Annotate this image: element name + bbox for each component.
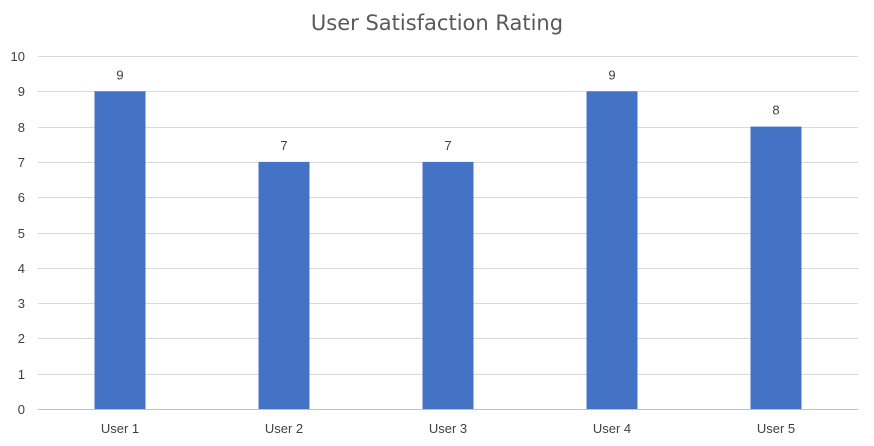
y-tick-label: 7 bbox=[18, 155, 25, 170]
chart-title: User Satisfaction Rating bbox=[311, 11, 563, 35]
y-tick-label: 4 bbox=[18, 261, 25, 276]
data-label-5: 8 bbox=[772, 103, 779, 118]
data-label-3: 7 bbox=[444, 138, 451, 153]
y-tick-label: 0 bbox=[18, 402, 25, 417]
y-tick-label: 6 bbox=[18, 190, 25, 205]
x-tick-label: User 4 bbox=[593, 421, 631, 436]
y-tick-label: 5 bbox=[18, 226, 25, 241]
x-tick-label: User 2 bbox=[265, 421, 303, 436]
y-tick-label: 9 bbox=[18, 84, 25, 99]
x-tick-label: User 1 bbox=[101, 421, 139, 436]
bar-2 bbox=[258, 161, 310, 409]
x-axis-ticks: User 1 User 2 User 3 User 4 User 5 bbox=[101, 421, 795, 436]
y-tick-label: 10 bbox=[11, 49, 25, 64]
x-tick-label: User 5 bbox=[757, 421, 795, 436]
bars bbox=[94, 91, 802, 410]
bar-4 bbox=[586, 91, 638, 410]
y-tick-label: 3 bbox=[18, 296, 25, 311]
y-tick-label: 1 bbox=[18, 367, 25, 382]
data-label-1: 9 bbox=[116, 67, 123, 82]
y-axis-ticks: 0 1 2 3 4 5 6 7 8 9 10 bbox=[11, 49, 25, 417]
bar-5 bbox=[750, 126, 802, 409]
bar-1 bbox=[94, 91, 146, 410]
bar-3 bbox=[422, 161, 474, 409]
data-labels: 9 7 7 9 8 bbox=[116, 67, 779, 153]
data-label-4: 9 bbox=[608, 67, 615, 82]
y-tick-label: 2 bbox=[18, 331, 25, 346]
y-tick-label: 8 bbox=[18, 120, 25, 135]
data-label-2: 7 bbox=[280, 138, 287, 153]
x-tick-label: User 3 bbox=[429, 421, 467, 436]
